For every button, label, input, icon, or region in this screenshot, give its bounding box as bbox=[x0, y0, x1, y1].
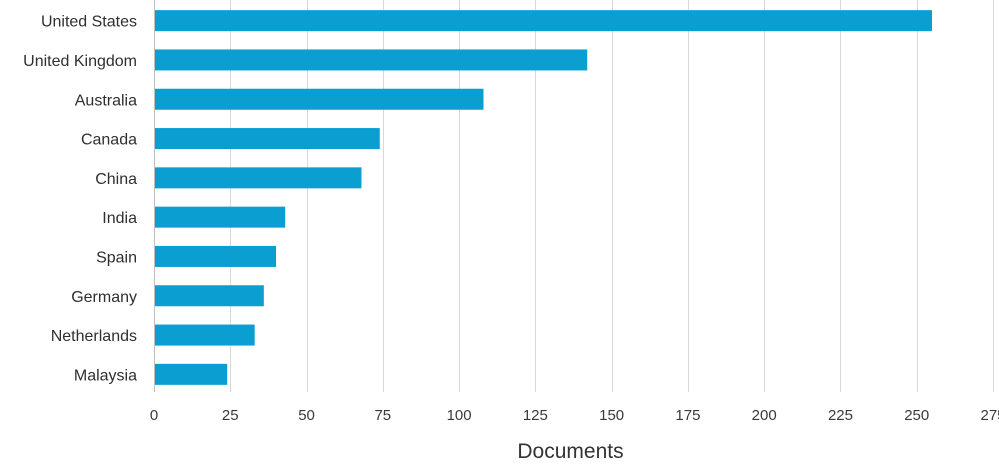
category-label: Spain bbox=[96, 249, 137, 266]
x-axis-title: Documents bbox=[517, 440, 623, 463]
category-label: China bbox=[95, 171, 137, 188]
x-tick-label: 75 bbox=[374, 407, 391, 424]
x-tick-label: 200 bbox=[752, 407, 777, 424]
bar-netherlands bbox=[155, 324, 255, 346]
x-tick-labels: 0 25 50 75 100 125 150 175 200 225 250 275 bbox=[150, 407, 999, 424]
bar-spain bbox=[155, 245, 277, 267]
x-tick-label: 275 bbox=[980, 407, 999, 424]
x-tick-label: 250 bbox=[904, 407, 929, 424]
category-label: United Kingdom bbox=[23, 53, 137, 70]
bar-united-kingdom bbox=[155, 49, 588, 71]
category-label: Canada bbox=[81, 132, 137, 149]
category-label: Malaysia bbox=[74, 367, 137, 384]
x-tick-label: 25 bbox=[222, 407, 239, 424]
category-label: United States bbox=[41, 14, 137, 31]
bar-china bbox=[155, 167, 362, 189]
x-tick-label: 125 bbox=[523, 407, 548, 424]
x-tick-label: 50 bbox=[298, 407, 315, 424]
x-tick-label: 225 bbox=[828, 407, 853, 424]
bar-united-states bbox=[155, 10, 932, 32]
x-tick-label: 175 bbox=[675, 407, 700, 424]
category-label: India bbox=[102, 210, 137, 227]
x-tick-label: 150 bbox=[599, 407, 624, 424]
category-label: Netherlands bbox=[51, 328, 137, 345]
bar-australia bbox=[155, 88, 484, 110]
x-tick-label: 0 bbox=[150, 407, 158, 424]
bar-india bbox=[155, 206, 286, 228]
bars bbox=[155, 10, 932, 385]
bar-germany bbox=[155, 285, 264, 307]
x-tick-label: 100 bbox=[447, 407, 472, 424]
category-label: Australia bbox=[75, 92, 137, 109]
bar-malaysia bbox=[155, 363, 228, 385]
bar-canada bbox=[155, 128, 380, 150]
category-labels: United States United Kingdom Australia Cana… bbox=[23, 14, 137, 385]
category-label: Germany bbox=[71, 289, 137, 306]
